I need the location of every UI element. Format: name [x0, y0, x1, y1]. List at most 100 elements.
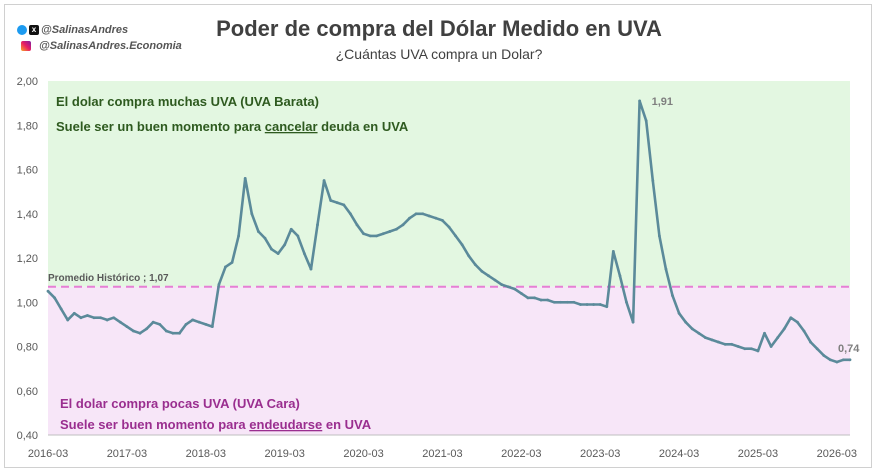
- data-point: [592, 303, 596, 306]
- data-point: [480, 269, 484, 273]
- data-point: [184, 322, 188, 326]
- chart-subtitle: ¿Cuántas UVA compra un Dolar?: [335, 46, 543, 62]
- data-point: [546, 298, 550, 302]
- data-point: [828, 358, 832, 362]
- y-tick-label: 2,00: [17, 76, 38, 88]
- y-tick-label: 0,60: [17, 386, 38, 398]
- data-point: [296, 234, 300, 238]
- data-point: [631, 320, 635, 324]
- data-point: [467, 254, 471, 258]
- instagram-icon: [21, 41, 31, 51]
- chart-title: Poder de compra del Dólar Medido en UVA: [216, 16, 662, 41]
- data-point: [118, 320, 122, 324]
- upper-band-heading: El dolar compra muchas UVA (UVA Barata): [56, 94, 319, 109]
- data-point: [401, 223, 405, 227]
- data-point: [243, 176, 247, 180]
- x-tick-label: 2024-03: [659, 448, 699, 460]
- data-point: [671, 294, 674, 298]
- data-point: [796, 320, 799, 324]
- data-point: [842, 358, 845, 362]
- data-point: [263, 236, 267, 240]
- data-point: [256, 230, 260, 233]
- data-point: [835, 360, 839, 364]
- data-point: [99, 316, 102, 320]
- data-point: [210, 325, 214, 328]
- data-point: [473, 263, 477, 267]
- x-tick-label: 2017-03: [107, 448, 147, 460]
- data-label: 1,91: [652, 96, 673, 108]
- data-point: [618, 274, 622, 278]
- data-point: [625, 300, 628, 304]
- data-point: [743, 347, 747, 351]
- data-point: [802, 329, 806, 333]
- data-point: [723, 342, 727, 346]
- data-point: [533, 296, 536, 300]
- data-point: [487, 274, 490, 278]
- data-point: [749, 347, 753, 351]
- data-point: [145, 327, 149, 331]
- lower-advice-before: Suele ser buen momento para: [60, 417, 249, 432]
- twitter-handle: @SalinasAndres: [41, 24, 129, 36]
- data-point: [565, 300, 569, 304]
- lower-band: [48, 286, 850, 435]
- data-point: [809, 340, 812, 344]
- x-tick-label: 2026-03: [817, 448, 857, 460]
- data-point: [151, 320, 155, 324]
- data-point: [421, 212, 425, 216]
- data-point: [270, 247, 273, 251]
- data-point: [138, 331, 142, 335]
- data-point: [697, 331, 701, 335]
- data-point: [644, 119, 648, 123]
- upper-advice-underlined: cancelar: [265, 119, 318, 134]
- upper-advice-before: Suele ser un buen momento para: [56, 119, 265, 134]
- data-point: [59, 307, 63, 311]
- data-point: [276, 252, 280, 255]
- x-tick-label: 2021-03: [422, 448, 462, 460]
- data-point: [690, 327, 694, 331]
- data-point: [782, 327, 786, 331]
- x-tick-label: 2020-03: [343, 448, 383, 460]
- x-tick-label: 2016-03: [28, 448, 68, 460]
- data-point: [611, 249, 615, 253]
- data-point: [158, 322, 162, 326]
- data-point: [105, 318, 109, 322]
- data-point: [178, 331, 181, 335]
- data-point: [730, 342, 734, 346]
- data-point: [822, 353, 826, 357]
- data-point: [171, 331, 175, 335]
- data-point: [86, 314, 89, 317]
- data-point: [815, 347, 819, 351]
- data-point: [506, 285, 510, 289]
- y-tick-label: 1,60: [17, 165, 38, 177]
- data-point: [66, 318, 70, 322]
- data-point: [132, 329, 135, 333]
- twitter-bird-icon: [17, 25, 27, 35]
- data-point: [434, 216, 438, 220]
- data-point: [447, 225, 451, 229]
- data-point: [53, 296, 56, 300]
- data-point: [395, 227, 398, 231]
- data-point: [283, 243, 287, 247]
- data-point: [217, 283, 221, 286]
- x-logo-icon: x: [29, 25, 39, 35]
- data-point: [368, 234, 372, 238]
- data-point: [763, 331, 766, 335]
- data-point: [651, 179, 655, 182]
- y-axis: 2,00 1,80 1,60 1,40 1,20 1,00 0,80 0,60 0,40: [17, 76, 38, 442]
- data-point: [664, 267, 668, 271]
- x-tick-label: 2022-03: [501, 448, 541, 460]
- data-point: [638, 99, 642, 103]
- data-point: [427, 214, 431, 218]
- lower-band-advice: Suele ser buen momento para endeudarse e…: [60, 417, 372, 432]
- annotations: 1,91 0,74: [652, 96, 861, 355]
- data-point: [756, 349, 760, 353]
- data-point: [335, 201, 339, 205]
- data-point: [579, 303, 582, 306]
- data-point: [677, 311, 681, 315]
- data-point: [375, 234, 379, 238]
- data-point: [539, 298, 543, 302]
- y-tick-label: 1,40: [17, 209, 38, 221]
- instagram-handle-row: @SalinasAndres.Economia: [17, 38, 182, 54]
- x-tick-label: 2025-03: [738, 448, 778, 460]
